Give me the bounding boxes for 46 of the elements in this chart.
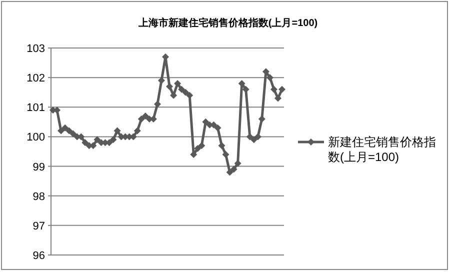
point (174, 80, 182, 87)
point (234, 160, 242, 167)
y-tick-label: 96 (32, 250, 45, 262)
point (158, 77, 165, 84)
point (110, 136, 117, 144)
point (94, 136, 101, 144)
point (70, 130, 77, 138)
point (138, 115, 145, 122)
legend-label: 新建住宅销售价格指数(上月=100) (328, 135, 436, 164)
point (242, 86, 250, 93)
point (134, 127, 141, 134)
point (114, 127, 121, 134)
point (182, 88, 190, 96)
y-tick-label: 97 (32, 220, 45, 232)
point (154, 100, 161, 108)
y-tick-label: 101 (26, 102, 45, 114)
point (66, 127, 73, 134)
point (166, 82, 174, 90)
point (250, 136, 258, 144)
chart-title: 上海市新建住宅销售价格指数(上月=100) (137, 17, 318, 29)
point (202, 118, 210, 126)
point (218, 142, 226, 150)
point (178, 86, 186, 93)
point (58, 127, 65, 134)
point (194, 145, 202, 152)
point (230, 166, 238, 173)
y-tick-label: 100 (26, 132, 45, 144)
y-tick-label: 99 (32, 161, 45, 174)
point (266, 74, 274, 82)
point (214, 124, 222, 132)
point (238, 80, 246, 87)
point (142, 112, 149, 120)
point (254, 133, 262, 140)
point (222, 150, 230, 158)
point (270, 86, 278, 93)
point (274, 94, 282, 102)
point (226, 168, 234, 176)
y-tick-label: 98 (32, 190, 45, 203)
point (62, 124, 69, 132)
point (246, 133, 254, 140)
point (278, 86, 286, 93)
point (186, 92, 194, 99)
point (198, 142, 206, 150)
y-tick-label: 103 (26, 43, 45, 55)
point (82, 139, 89, 146)
y-tick-label: 102 (26, 72, 45, 85)
